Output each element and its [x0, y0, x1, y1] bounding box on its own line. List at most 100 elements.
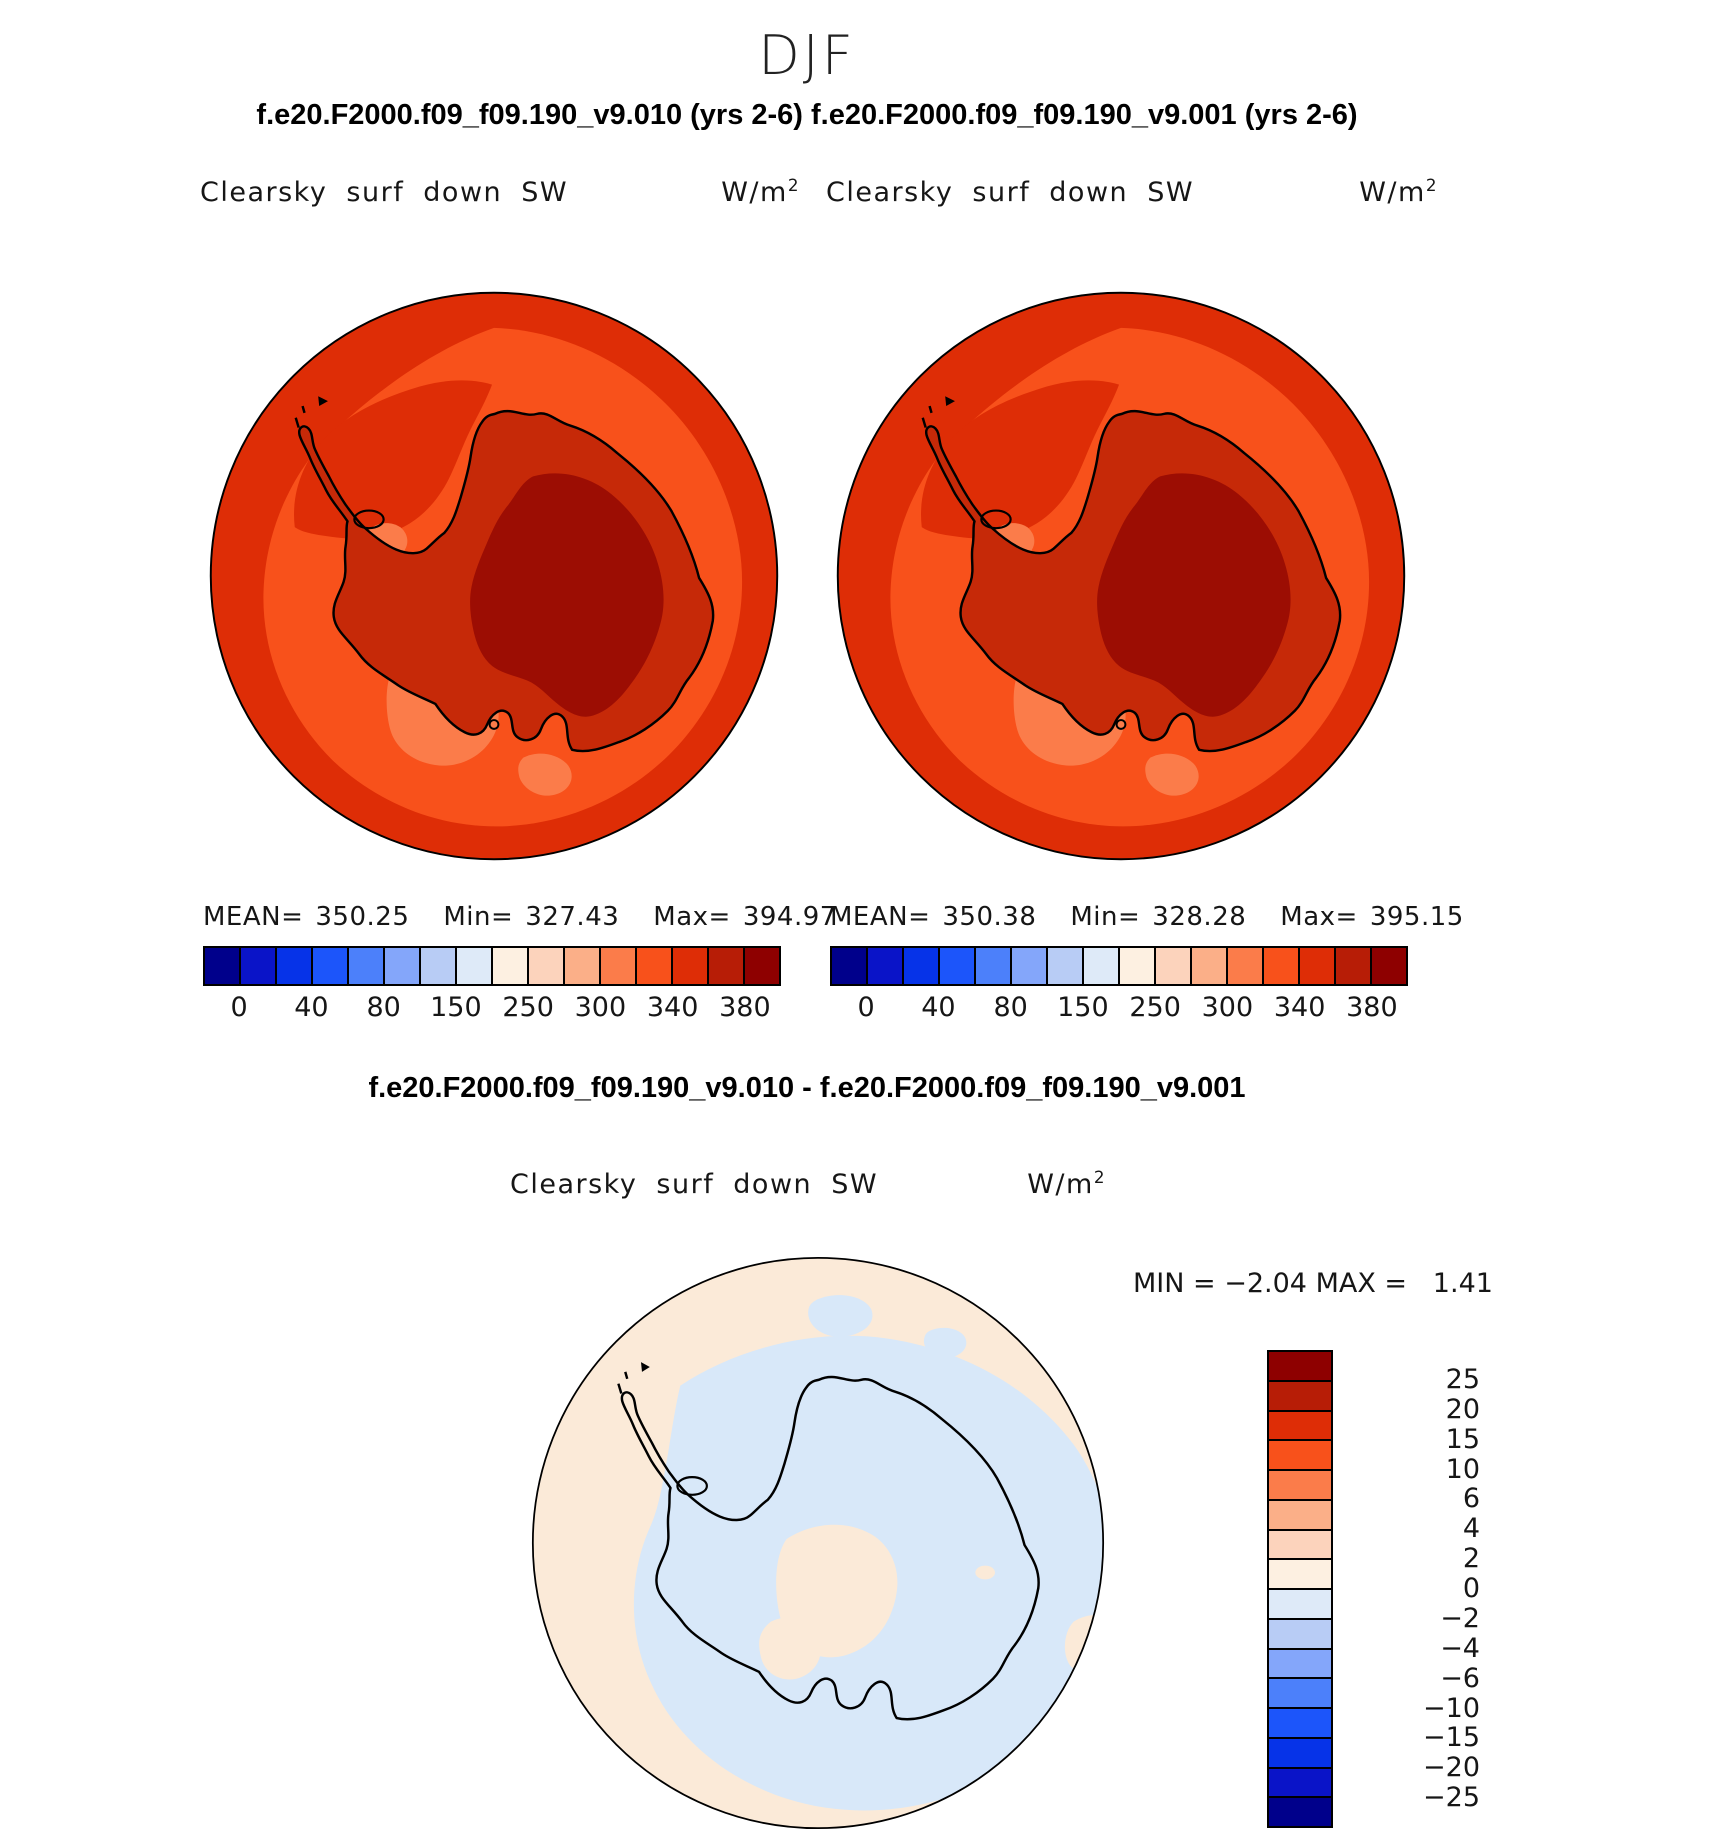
- colorbar-cell: [275, 946, 313, 986]
- diff-max-value: 1.41: [1415, 1268, 1493, 1299]
- colorbar-tick-label: 0: [857, 992, 875, 1023]
- colorbar-tick-label: 300: [1201, 992, 1254, 1023]
- mean-value: 350.38: [942, 902, 1037, 932]
- colorbar-tick-label: 6: [1462, 1483, 1480, 1515]
- colorbar-cell: [938, 946, 976, 986]
- panel2-header: Clearsky surf down SW W/m2: [826, 172, 1438, 208]
- colorbar-cell: [1118, 946, 1156, 986]
- diff-colorbar-ticks: 25 20 15 10 6 4 2 0 −2 −4 −6 −10 −15 −20 −25: [1350, 1350, 1480, 1828]
- diff-min-label: MIN =: [1133, 1268, 1225, 1299]
- colorbar-tick-label: 15: [1445, 1423, 1480, 1455]
- colorbar-tick-label: −15: [1423, 1722, 1480, 1754]
- colorbar-tick-label: 4: [1462, 1513, 1480, 1545]
- colorbar-tick-label: 25: [1445, 1363, 1480, 1395]
- colorbar-cell: [830, 946, 868, 986]
- panel1-colorbar-ticks: 0 40 80 150 250 300 340 380: [203, 992, 781, 1026]
- colorbar-cell: [1267, 1588, 1333, 1620]
- diff-minmax-stats: MIN = −2.04 MAX = 1.41: [1133, 1268, 1493, 1299]
- colorbar-tick-label: 380: [719, 992, 771, 1023]
- max-label: Max=: [653, 902, 731, 932]
- diff-panel-units: W/m2: [1027, 1167, 1106, 1200]
- colorbar-cell: [974, 946, 1012, 986]
- colorbar-cell: [1267, 1707, 1333, 1739]
- colorbar-cell: [1334, 946, 1372, 986]
- colorbar-cell: [866, 946, 904, 986]
- colorbar-tick-label: 300: [574, 992, 627, 1023]
- panel2-colorbar-ticks: 0 40 80 150 250 300 340 380: [830, 992, 1408, 1026]
- min-value: 327.43: [525, 902, 620, 932]
- diff-panel-title: Clearsky surf down SW: [510, 1169, 879, 1200]
- colorbar-cell: [1267, 1736, 1333, 1769]
- panel2-map: [828, 283, 1414, 869]
- colorbar-cell: [239, 946, 277, 986]
- colorbar-cell: [599, 946, 637, 986]
- panel1-header: Clearsky surf down SW W/m2: [200, 172, 800, 208]
- colorbar-cell: [1267, 1647, 1333, 1680]
- max-value: 394.97: [742, 902, 837, 932]
- max-label: Max=: [1280, 902, 1358, 932]
- diff-max-label: MAX =: [1307, 1268, 1416, 1299]
- colorbar-tick-label: 0: [1462, 1573, 1480, 1604]
- colorbar-cell: [1267, 1350, 1333, 1382]
- case-names-subtitle: f.e20.F2000.f09_f09.190_v9.010 (yrs 2-6)…: [256, 99, 1358, 131]
- colorbar-tick-label: −25: [1423, 1782, 1480, 1814]
- colorbar-cell: [1267, 1528, 1333, 1561]
- colorbar-tick-label: 340: [1273, 992, 1326, 1023]
- colorbar-cell: [347, 946, 385, 986]
- panel2-colorbar: [830, 946, 1408, 986]
- panel1-title: Clearsky surf down SW: [200, 177, 569, 208]
- colorbar-cell: [1154, 946, 1192, 986]
- colorbar-cell: [743, 946, 781, 986]
- colorbar-cell: [1267, 1766, 1333, 1799]
- colorbar-cell: [1267, 1469, 1333, 1501]
- diff-panel-header: Clearsky surf down SW W/m2: [510, 1164, 1106, 1200]
- mean-label: MEAN=: [830, 902, 931, 932]
- colorbar-tick-label: 150: [1057, 992, 1109, 1023]
- colorbar-tick-label: −2: [1440, 1602, 1480, 1634]
- colorbar-tick-label: 10: [1445, 1453, 1480, 1485]
- difference-title: f.e20.F2000.f09_f09.190_v9.010 - f.e20.F…: [368, 1072, 1246, 1104]
- diff-colorbar: [1267, 1350, 1333, 1828]
- colorbar-cell: [311, 946, 349, 986]
- colorbar-tick-label: −6: [1440, 1662, 1480, 1694]
- min-value: 328.28: [1152, 902, 1247, 932]
- panel2-units: W/m2: [1359, 175, 1438, 208]
- colorbar-tick-label: 0: [230, 992, 248, 1023]
- colorbar-cell: [1010, 946, 1048, 986]
- mean-value: 350.25: [315, 902, 410, 932]
- colorbar-tick-label: 20: [1445, 1393, 1480, 1425]
- colorbar-cell: [1267, 1439, 1333, 1471]
- colorbar-tick-label: 150: [430, 992, 482, 1023]
- panel2-title: Clearsky surf down SW: [826, 177, 1195, 208]
- colorbar-cell: [707, 946, 745, 986]
- colorbar-tick-label: −10: [1423, 1692, 1480, 1724]
- colorbar-cell: [1298, 946, 1336, 986]
- panel1-colorbar: [203, 946, 781, 986]
- colorbar-tick-label: −20: [1423, 1752, 1480, 1784]
- colorbar-cell: [1267, 1498, 1333, 1531]
- colorbar-tick-label: 80: [993, 992, 1028, 1023]
- colorbar-cell: [1267, 1379, 1333, 1412]
- colorbar-tick-label: 80: [366, 992, 401, 1023]
- colorbar-cell: [203, 946, 241, 986]
- mean-label: MEAN=: [203, 902, 304, 932]
- colorbar-cell: [1267, 1617, 1333, 1650]
- colorbar-cell: [671, 946, 709, 986]
- min-label: Min=: [1070, 902, 1141, 932]
- panel1-map: [201, 283, 787, 869]
- colorbar-cell: [1267, 1409, 1333, 1442]
- colorbar-tick-label: 340: [646, 992, 699, 1023]
- colorbar-cell: [1267, 1677, 1333, 1709]
- colorbar-cell: [455, 946, 493, 986]
- colorbar-cell: [1267, 1796, 1333, 1828]
- colorbar-cell: [1267, 1558, 1333, 1590]
- colorbar-cell: [491, 946, 529, 986]
- panel2-stats: MEAN= 350.38 Min= 328.28 Max= 395.15: [830, 901, 1498, 933]
- colorbar-tick-label: 250: [1129, 992, 1181, 1023]
- panel1-stats: MEAN= 350.25 Min= 327.43 Max= 394.97: [203, 901, 871, 933]
- diff-map: [523, 1248, 1113, 1838]
- panel2-units-exponent: 2: [1425, 175, 1438, 195]
- colorbar-cell: [1262, 946, 1300, 986]
- colorbar-cell: [902, 946, 940, 986]
